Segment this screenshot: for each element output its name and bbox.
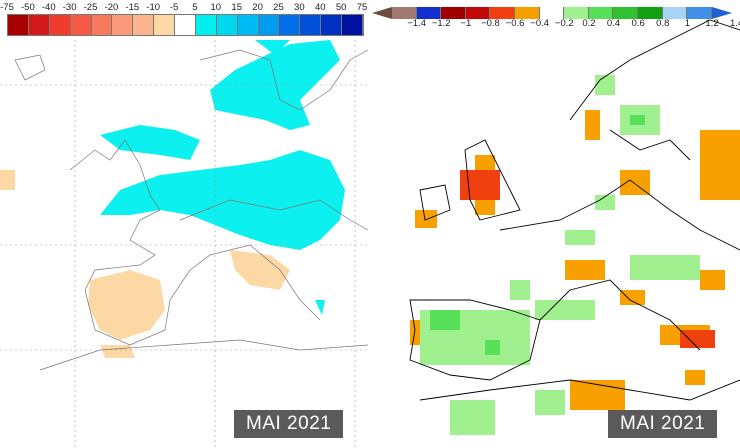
colorbar-swatch [515, 7, 540, 19]
precipitation-anomaly-map-percent: -75 -50 -40 -30 -25 -20 -15 -10 -5 5 10 15 20 25 30 40 5… [0, 0, 368, 448]
right-date-label: MAI 2021 [608, 410, 718, 438]
colorbar-high-arrow [712, 7, 732, 19]
colorbar-tick-label: 0.8 [656, 18, 670, 29]
colorbar-tick-label: 5 [192, 2, 198, 13]
colorbar-swatch [613, 7, 639, 19]
colorbar-tick-label: 0.4 [606, 18, 621, 29]
colorbar-tick-label: −1.4 [407, 18, 426, 29]
colorbar-swatch [175, 15, 196, 35]
colorbar-swatch [70, 15, 92, 35]
colorbar-tick-label: 75 [356, 2, 368, 13]
colorbar-tick-label: 25 [273, 2, 284, 13]
colorbar-tick-label: 20 [252, 2, 263, 13]
left-colorbar-labels: -75 -50 -40 -30 -25 -20 -15 -10 -5 5 10 15 20 25 30 40 5… [0, 2, 367, 14]
colorbar-swatch [258, 15, 280, 35]
right-colorbar-arrows [372, 7, 732, 19]
colorbar-tick-label: −0.6 [505, 18, 525, 29]
left-date-label: MAI 2021 [234, 410, 344, 438]
left-map-canvas [0, 40, 368, 448]
colorbar-tick-label: -75 [0, 2, 14, 13]
colorbar-tick-label: −1.2 [431, 18, 451, 29]
right-map-canvas [409, 19, 740, 435]
colorbar-swatch [342, 15, 363, 35]
colorbar-swatch [465, 7, 491, 19]
colorbar-swatch [321, 15, 342, 35]
colorbar-tick-label: −1 [460, 18, 472, 29]
colorbar-swatch [279, 15, 301, 35]
anomaly-map-right: −1.4 −1.2 −1 −0.8 −0.6 −0.4 −0.2 0.2 0.4 0.6 0.8 1 1… [370, 0, 740, 448]
colorbar-swatch [91, 15, 113, 35]
right-colorbar-labels: −1.4 −1.2 −1 −0.8 −0.6 −0.4 −0.2 0.2 0.4 0.6 0.8 1 1… [392, 18, 740, 30]
colorbar-swatch [49, 15, 71, 35]
colorbar-tick-label: −0.8 [481, 18, 500, 29]
colorbar-swatch [195, 15, 217, 35]
colorbar-swatch [441, 7, 466, 19]
colorbar-swatch [638, 7, 663, 19]
colorbar-low-arrow [372, 7, 392, 19]
colorbar-tick-label: 1 [684, 18, 691, 29]
colorbar-swatch [392, 7, 417, 19]
left-colorbar [7, 14, 364, 36]
colorbar-swatch [416, 7, 442, 19]
colorbar-tick-label: -5 [169, 2, 179, 13]
colorbar-tick-label: -15 [125, 2, 140, 13]
colorbar-tick-label: -50 [21, 2, 35, 13]
colorbar-tick-label: -30 [62, 2, 77, 13]
colorbar-swatch [154, 15, 175, 35]
colorbar-tick-label: 1.2 [705, 18, 719, 29]
colorbar-tick-label: 1.4 [730, 18, 740, 29]
right-colorbar [392, 7, 712, 19]
colorbar-swatch [564, 7, 589, 19]
colorbar-tick-label: -40 [41, 2, 56, 13]
colorbar-swatch [588, 7, 614, 19]
colorbar-tick-label: -20 [104, 2, 119, 13]
colorbar-swatch [687, 7, 712, 19]
colorbar-tick-label: 0.2 [582, 18, 596, 29]
colorbar-tick-label: 15 [231, 2, 242, 13]
colorbar-tick-label: −0.4 [530, 18, 550, 29]
colorbar-swatch [539, 7, 565, 19]
colorbar-swatch [216, 15, 238, 35]
colorbar-tick-label: -25 [83, 2, 98, 13]
colorbar-swatch [237, 15, 259, 35]
colorbar-tick-label: 10 [210, 2, 222, 13]
colorbar-swatch [112, 15, 134, 35]
colorbar-swatch [490, 7, 516, 19]
colorbar-swatch [300, 15, 322, 35]
colorbar-tick-label: 0.6 [631, 18, 645, 29]
colorbar-swatch [8, 15, 29, 35]
colorbar-swatch [662, 7, 688, 19]
colorbar-tick-label: 30 [294, 2, 305, 13]
colorbar-tick-label: -10 [146, 2, 161, 13]
colorbar-swatch [28, 15, 50, 35]
colorbar-swatch [133, 15, 155, 35]
colorbar-tick-label: −0.2 [554, 18, 574, 29]
colorbar-tick-label: 50 [335, 2, 347, 13]
colorbar-tick-label: 40 [314, 2, 326, 13]
